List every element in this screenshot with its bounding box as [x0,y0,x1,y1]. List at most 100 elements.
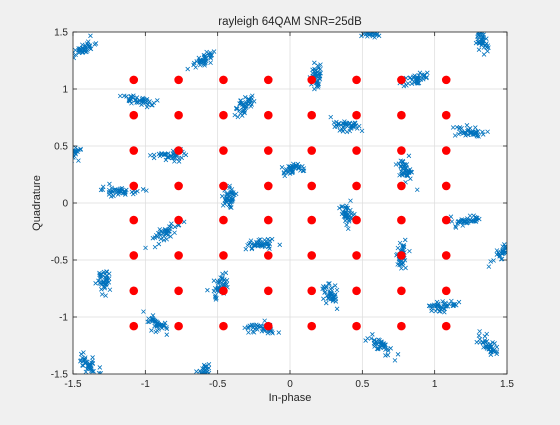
received-sample-point [228,205,233,210]
received-sample-point [243,100,249,105]
received-sample-point [68,156,72,160]
received-sample-point [325,295,331,301]
reference-constellation-point [441,321,451,331]
received-sample-point [469,218,475,224]
received-sample-point [100,184,106,190]
received-sample-point [488,259,493,264]
reference-constellation-point [219,110,228,120]
received-sample-point [254,241,260,246]
received-sample-point [281,170,287,175]
received-sample-point [201,54,207,60]
received-sample-point [404,162,410,167]
received-sample-point [330,296,335,302]
received-sample-point [262,318,267,324]
received-sample-point [199,59,204,65]
received-sample-point [422,72,427,78]
received-sample-point [113,188,119,193]
received-sample-point [87,363,92,369]
reference-constellation-point [264,110,273,120]
received-sample-point [323,289,328,295]
reference-constellation-point [397,146,406,155]
received-sample-point [388,346,393,351]
received-sample-point [470,132,475,137]
received-sample-point [510,241,514,245]
received-sample-point [486,264,492,269]
reference-constellation-point [307,215,317,225]
received-sample-point [456,131,461,137]
received-sample-point [473,125,478,130]
received-sample-point [343,205,349,211]
received-sample-point [437,309,442,314]
reference-constellation-point [174,110,183,120]
received-sample-point [397,172,402,178]
reference-constellation-point [174,321,183,331]
received-sample-point [395,245,401,251]
reference-constellation-point [397,286,406,296]
received-sample-point [362,26,366,30]
received-sample-point [279,165,285,170]
received-sample-point [98,279,104,285]
received-sample-point [199,378,203,382]
received-sample-point [155,98,160,103]
reference-constellation-point [219,75,228,85]
reference-constellation-point [264,286,273,296]
received-sample-point [233,106,239,111]
received-sample-point [83,369,89,374]
reference-constellation-point [441,75,451,85]
received-sample-point [434,303,439,309]
received-sample-point [197,59,203,65]
received-sample-point [399,171,405,177]
received-sample-point [145,102,151,107]
received-sample-point [196,384,200,388]
received-sample-point [157,227,163,232]
received-sample-point [68,156,72,160]
received-sample-point [154,322,160,327]
received-sample-point [385,352,391,358]
chart-title: rayleigh 64QAM SNR=25dB [218,16,362,28]
received-sample-point [489,344,494,350]
received-sample-point [86,366,91,371]
received-sample-point [342,119,347,124]
y-axis-label: Quadrature [31,175,43,231]
received-sample-point [359,128,365,134]
x-tick-label: 0 [287,379,293,390]
received-sample-point [277,242,283,248]
received-sample-point [400,159,406,165]
received-sample-point [436,301,441,306]
received-sample-point [379,339,384,345]
received-sample-point [494,349,500,354]
received-sample-point [107,181,112,187]
received-sample-point [201,376,205,380]
reference-constellation-point [397,215,406,225]
received-sample-point [78,47,84,52]
x-tick-label: 1 [432,379,438,390]
y-tick-label: 0 [62,199,68,210]
received-sample-point [90,358,95,364]
received-sample-point [480,129,485,135]
received-sample-point [202,372,208,374]
received-sample-point [73,151,76,156]
received-sample-point [67,160,71,164]
reference-constellation-point [129,110,139,120]
y-tick-label: 1 [62,85,68,96]
received-sample-point [181,151,187,156]
received-sample-point [245,324,251,330]
received-sample-point [87,45,92,51]
received-sample-point [140,187,146,192]
received-sample-point [123,189,128,195]
received-sample-point [106,189,112,195]
received-sample-point [328,114,334,120]
received-sample-point [399,162,405,167]
reference-constellation-point [397,321,406,331]
received-sample-point [198,383,202,387]
received-sample-point [456,299,462,305]
received-sample-point [337,205,342,211]
received-sample-point [224,282,229,287]
reference-constellation-point [307,321,317,331]
reference-constellation-point [352,110,361,120]
received-sample-point [455,221,460,227]
x-tick-label: -1.5 [64,379,82,390]
received-sample-point [103,282,109,287]
received-sample-point [63,157,67,161]
